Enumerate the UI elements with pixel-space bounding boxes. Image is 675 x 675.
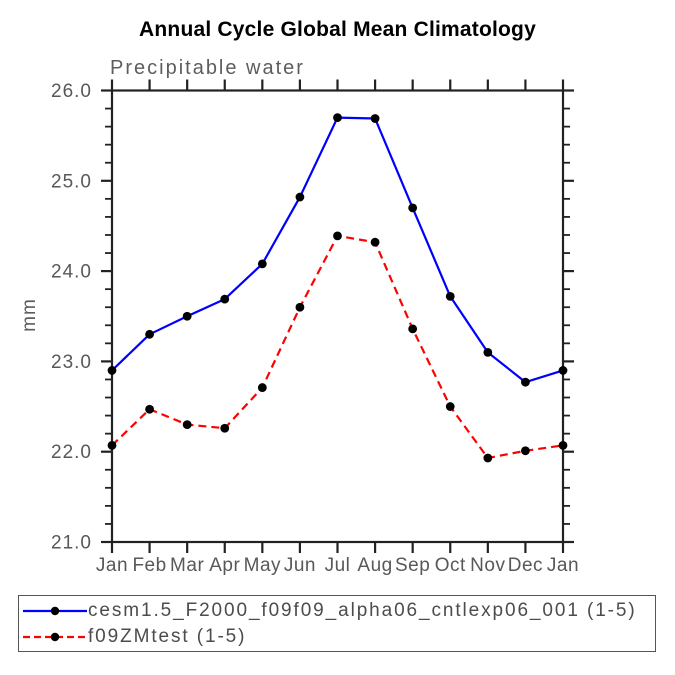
plot-frame	[110, 89, 565, 544]
x-tick-label: Sep	[395, 555, 430, 576]
data-marker-1	[483, 453, 493, 463]
series-line-0	[111, 116, 564, 384]
data-marker-1	[333, 231, 342, 241]
y-tick-label: 26.0	[51, 81, 92, 102]
data-marker-1	[521, 446, 530, 456]
legend-sample-marker	[50, 632, 60, 642]
x-tick-label: Nov	[470, 555, 505, 576]
data-marker-0	[521, 377, 530, 387]
data-marker-0	[558, 366, 568, 375]
data-marker-0	[182, 311, 192, 321]
legend-label-f09zmtest: f09ZMtest (1-5)	[88, 626, 247, 647]
x-tick-label: Jun	[284, 555, 316, 576]
data-marker-1	[408, 324, 418, 334]
y-tick-label: 25.0	[51, 171, 92, 192]
legend-item-cesm: cesm1.5_F2000_f09f09_alpha06_cntlexp06_0…	[22, 598, 655, 624]
x-tick-label: Feb	[132, 555, 166, 576]
x-tick-label: Aug	[357, 555, 392, 576]
data-marker-0	[483, 347, 493, 357]
x-tick-label: May	[244, 555, 281, 576]
y-tick-label: 21.0	[51, 533, 92, 554]
series-line-1	[111, 234, 564, 460]
data-marker-1	[145, 404, 154, 414]
x-tick-label: Jan	[96, 555, 128, 576]
data-marker-0	[295, 192, 305, 202]
y-tick-label: 24.0	[51, 262, 92, 283]
x-tick-label: Jul	[325, 555, 351, 576]
data-marker-0	[145, 329, 154, 339]
data-marker-1	[445, 402, 455, 411]
data-marker-0	[107, 366, 117, 375]
chart-subtitle: Precipitable water	[110, 57, 305, 79]
data-marker-0	[333, 113, 342, 122]
y-tick-label: 23.0	[51, 352, 92, 373]
data-marker-1	[107, 440, 117, 450]
data-marker-1	[558, 440, 568, 450]
x-tick-label: Mar	[170, 555, 204, 576]
legend-label-cesm: cesm1.5_F2000_f09f09_alpha06_cntlexp06_0…	[88, 600, 637, 621]
data-marker-1	[257, 383, 267, 392]
legend-item-f09zmtest: f09ZMtest (1-5)	[22, 624, 655, 650]
y-tick-label: 22.0	[51, 442, 92, 463]
legend-line-sample-solid	[23, 606, 87, 616]
legend-box: cesm1.5_F2000_f09f09_alpha06_cntlexp06_0…	[18, 595, 656, 652]
legend-line-sample-dashed	[23, 632, 87, 642]
chart-title: Annual Cycle Global Mean Climatology	[139, 18, 536, 41]
legend-sample-marker	[50, 606, 60, 616]
data-marker-1	[182, 420, 192, 430]
data-marker-0	[220, 294, 230, 304]
x-tick-label: Jan	[547, 555, 579, 576]
x-tick-label: Oct	[435, 555, 466, 576]
data-marker-1	[295, 302, 305, 312]
x-tick-label: Dec	[508, 555, 543, 576]
data-marker-0	[445, 291, 455, 301]
data-marker-0	[370, 114, 380, 123]
data-marker-0	[408, 203, 418, 213]
data-marker-1	[370, 237, 380, 247]
data-marker-1	[220, 423, 230, 433]
x-tick-label: Apr	[209, 555, 240, 576]
data-marker-0	[257, 259, 267, 269]
